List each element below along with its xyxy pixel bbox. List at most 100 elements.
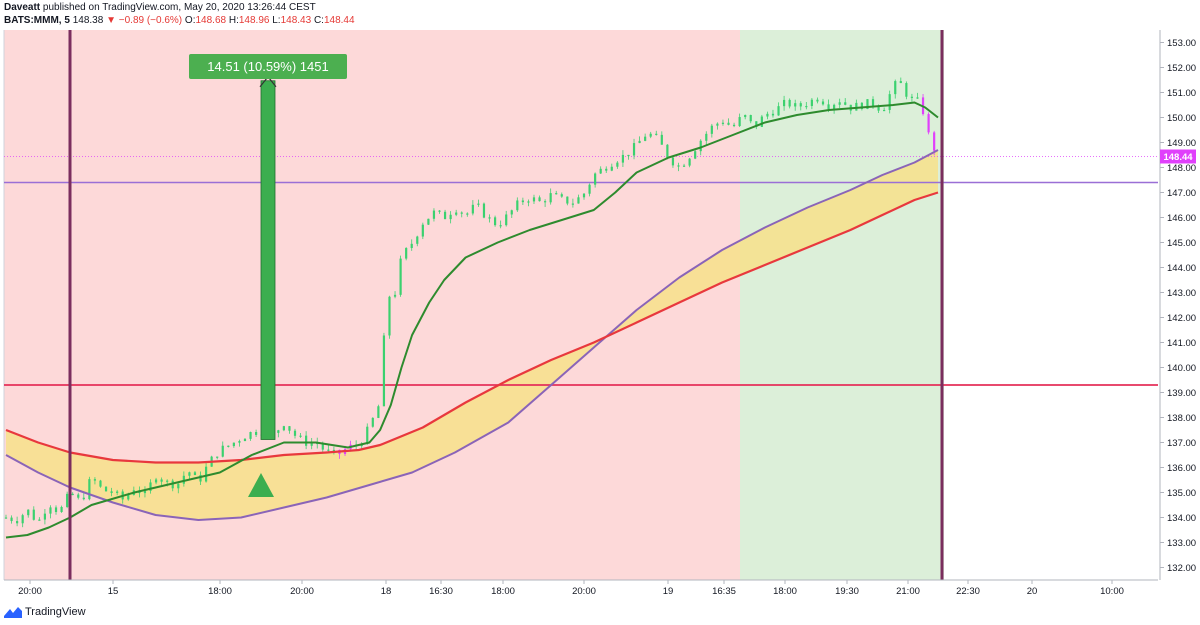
candle-body: [449, 214, 452, 220]
price-tick-label: 135.00: [1167, 488, 1196, 499]
candle-body: [816, 99, 819, 102]
author-name[interactable]: Daveatt: [4, 2, 41, 13]
close-label: C:: [313, 15, 324, 26]
candle-body: [310, 442, 313, 446]
candle-body: [877, 105, 880, 111]
candle-body: [421, 224, 424, 237]
time-tick-label: 16:30: [429, 586, 453, 597]
candle-body: [438, 210, 441, 212]
candle-body: [894, 81, 897, 95]
price-tick-label: 149.00: [1167, 138, 1196, 149]
ema-green-line: [5, 101, 939, 539]
candle-body: [38, 519, 41, 521]
candles: [4, 77, 936, 528]
candle-body: [116, 491, 119, 493]
candle-body: [838, 102, 841, 105]
candle-body: [243, 438, 247, 442]
time-tick-label: 20: [1027, 586, 1038, 597]
low-label: L:: [272, 15, 281, 26]
price-tick-label: 142.00: [1167, 313, 1196, 324]
price-tick-label: 143.00: [1167, 288, 1196, 299]
price-tick-label: 152.00: [1167, 63, 1196, 74]
candle-body: [238, 441, 241, 443]
candle-body: [910, 96, 914, 98]
candle-body: [399, 258, 402, 295]
candle-body: [32, 509, 35, 520]
candle-body: [532, 197, 536, 202]
candle-body: [305, 435, 308, 446]
candle-body: [866, 99, 869, 110]
candle-body: [605, 168, 608, 171]
candle-body: [582, 193, 586, 198]
candle-body: [649, 133, 652, 137]
candle-body: [460, 212, 463, 214]
time-tick-label: 22:30: [956, 586, 980, 597]
candle-body: [766, 113, 769, 117]
candle-body: [204, 466, 208, 482]
candle-body: [771, 113, 775, 116]
candle-body: [60, 506, 63, 513]
candle-body: [794, 103, 797, 107]
price-tick-label: 153.00: [1167, 38, 1196, 49]
candle-body: [682, 165, 686, 167]
candle-body: [99, 480, 102, 487]
candle-body: [860, 102, 864, 110]
candle-body: [232, 442, 235, 447]
footer-brand[interactable]: TradingView: [4, 606, 86, 618]
candle-body: [610, 166, 613, 171]
header-title: Daveatt published on TradingView.com, Ma…: [4, 2, 316, 13]
time-tick-label: 19: [663, 586, 674, 597]
candle-body: [760, 116, 763, 127]
ema-band: [6, 150, 938, 520]
candle-body: [638, 140, 641, 144]
candle-body: [871, 99, 875, 106]
candle-body: [516, 200, 519, 211]
time-tick-label: 16:35: [712, 586, 736, 597]
candle-body: [49, 507, 52, 514]
candle-body: [54, 507, 58, 513]
candle-body: [227, 445, 230, 447]
measure-annotation[interactable]: 14.51 (10.59%) 1451: [189, 54, 347, 497]
candle-body: [221, 445, 224, 457]
candle-body: [443, 211, 447, 220]
candle-body: [660, 134, 663, 145]
candle-body: [744, 115, 747, 118]
time-tick-label: 21:00: [896, 586, 920, 597]
candle-body: [71, 493, 74, 496]
time-tick-label: 15: [108, 586, 119, 597]
candle-body: [43, 513, 47, 520]
time-tick-label: 20:00: [18, 586, 42, 597]
price-tick-label: 144.00: [1167, 263, 1196, 274]
time-tick-label: 20:00: [290, 586, 314, 597]
candle-body: [477, 203, 480, 205]
last-price: 148.38: [72, 15, 104, 26]
candle-body: [799, 103, 802, 107]
candle-body: [599, 168, 602, 174]
candle-body: [727, 122, 730, 125]
candle-body: [916, 97, 919, 99]
candle-body: [332, 449, 336, 452]
price-tick-label: 141.00: [1167, 338, 1196, 349]
candle-body: [149, 482, 152, 491]
candle-body: [805, 105, 808, 108]
candle-body: [710, 125, 713, 134]
candle-body: [127, 494, 130, 500]
candle-body: [182, 475, 185, 484]
price-tick-label: 137.00: [1167, 438, 1196, 449]
candle-body: [499, 225, 502, 227]
candle-body: [493, 217, 497, 226]
candle-body: [160, 479, 163, 482]
candle-body: [299, 435, 302, 437]
symbol-name[interactable]: BATS:MMM, 5: [4, 15, 70, 26]
candle-body: [377, 406, 380, 418]
candle-body: [432, 210, 436, 219]
candle-body: [327, 449, 330, 451]
candle-body: [4, 517, 8, 519]
price-tick-label: 132.00: [1167, 563, 1196, 574]
candle-body: [410, 243, 413, 249]
price-tick-label: 145.00: [1167, 238, 1196, 249]
candle-body: [288, 426, 291, 431]
candle-body: [694, 151, 697, 159]
candle-body: [388, 296, 391, 336]
